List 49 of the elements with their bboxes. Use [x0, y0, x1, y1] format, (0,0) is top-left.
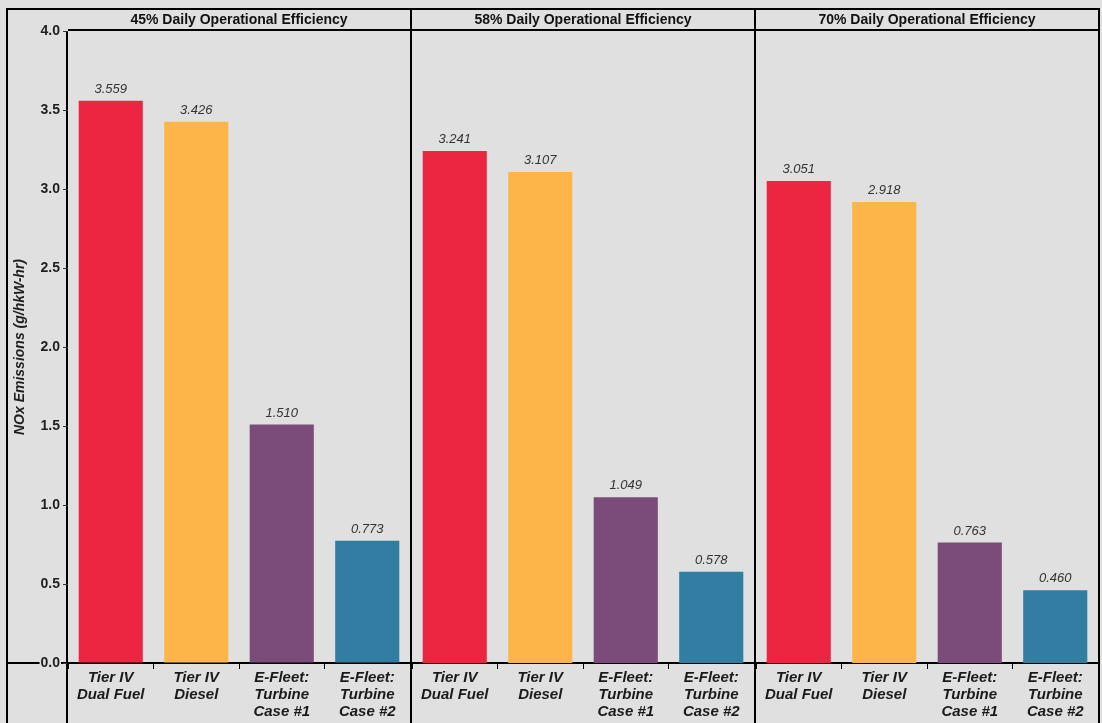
- data-label: 0.460: [1038, 570, 1073, 586]
- x-tick-label: E-Fleet: Turbine Case #2: [1026, 667, 1085, 719]
- bar: [937, 542, 1002, 663]
- x-tick-label: Tier IV Dual Fuel: [764, 667, 834, 702]
- y-tick-label: 2.0: [40, 337, 61, 354]
- data-label: 0.763: [953, 522, 987, 538]
- bar: [164, 121, 229, 663]
- bar: [679, 571, 744, 663]
- y-tick-label: 0.0: [40, 653, 61, 670]
- data-label: 0.578: [694, 551, 729, 567]
- y-tick-label: 1.0: [40, 495, 61, 512]
- x-tick-label: Tier IV Diesel: [173, 667, 222, 702]
- bar: [249, 424, 314, 663]
- data-label: 3.107: [523, 152, 558, 168]
- bar: [766, 180, 831, 663]
- x-tick-label: Tier IV Diesel: [861, 667, 910, 702]
- x-tick-label: E-Fleet: Turbine Case #1: [253, 667, 311, 719]
- bar: [593, 497, 658, 663]
- bar: [1023, 590, 1088, 663]
- y-axis-title: NOx Emissions (g/hkW-hr): [11, 258, 28, 436]
- y-tick-label: 3.5: [40, 100, 61, 117]
- chart-title: 58% Daily Operational Efficiency: [474, 11, 692, 27]
- data-label: 3.559: [94, 80, 128, 96]
- x-tick-label: E-Fleet: Turbine Case #2: [682, 667, 741, 719]
- data-label: 0.773: [350, 520, 385, 536]
- chart-title: 45% Daily Operational Efficiency: [130, 11, 348, 27]
- bar: [852, 201, 917, 663]
- y-tick-label: 1.5: [40, 416, 61, 433]
- data-label: 3.241: [438, 131, 472, 147]
- data-label: 3.051: [782, 161, 816, 177]
- data-label: 1.049: [609, 477, 643, 493]
- data-label: 1.510: [265, 404, 299, 420]
- x-tick-label: Tier IV Dual Fuel: [420, 667, 490, 702]
- x-tick-label: E-Fleet: Turbine Case #1: [941, 667, 999, 719]
- x-tick-label: E-Fleet: Turbine Case #1: [597, 667, 655, 719]
- y-tick-label: 0.5: [40, 574, 61, 591]
- bar: [422, 150, 487, 663]
- data-label: 2.918: [866, 182, 902, 198]
- y-tick-label: 4.0: [40, 21, 61, 38]
- bar: [78, 100, 143, 663]
- bar: [508, 172, 573, 663]
- chart-title: 70% Daily Operational Efficiency: [818, 11, 1036, 27]
- y-tick-label: 3.0: [40, 179, 61, 196]
- x-tick-label: E-Fleet: Turbine Case #2: [338, 667, 397, 719]
- x-tick-label: Tier IV Dual Fuel: [76, 667, 146, 702]
- x-tick-label: Tier IV Diesel: [517, 667, 566, 702]
- bar: [335, 540, 400, 663]
- data-label: 3.426: [179, 101, 214, 117]
- y-tick-label: 2.5: [40, 258, 61, 275]
